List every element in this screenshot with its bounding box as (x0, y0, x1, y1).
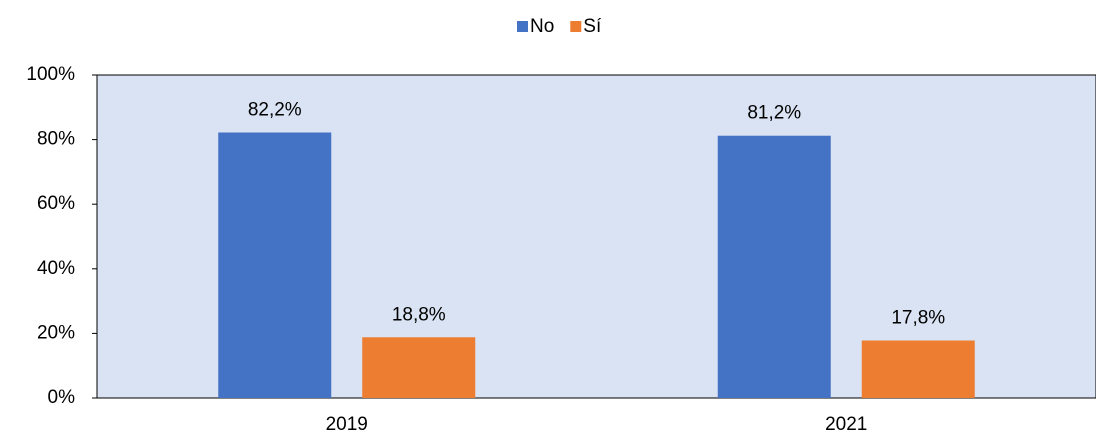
bar (218, 132, 332, 398)
y-tick-label: 20% (37, 322, 75, 343)
value-label: 18,8% (392, 304, 446, 325)
value-label: 82,2% (248, 100, 302, 121)
y-tick-label: 100% (26, 64, 75, 85)
value-label: 81,2% (747, 103, 801, 124)
bar (717, 135, 831, 398)
x-tick-label: 2021 (825, 414, 867, 435)
y-tick-label: 60% (37, 193, 75, 214)
bar (362, 337, 476, 398)
legend-label: Sí (583, 16, 602, 37)
y-tick-label: 0% (48, 387, 76, 408)
legend-swatch (517, 21, 528, 32)
bar (861, 340, 975, 398)
legend-swatch (570, 21, 582, 32)
y-tick-label: 40% (37, 258, 75, 279)
y-tick-label: 80% (37, 129, 75, 150)
x-tick-label: 2019 (326, 414, 368, 435)
legend-label: No (530, 16, 554, 37)
value-label: 17,8% (891, 308, 945, 329)
